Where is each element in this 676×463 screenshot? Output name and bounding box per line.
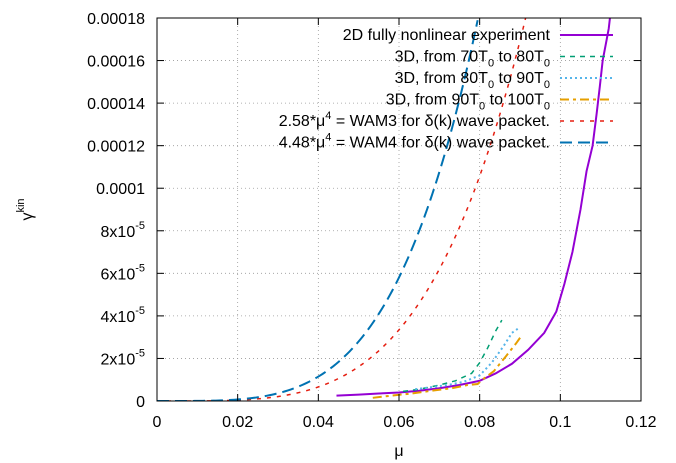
- y-tick-label: 4x10-5: [101, 305, 145, 326]
- legend-text-part: 0: [544, 101, 550, 113]
- legend-text-part: to 100T: [485, 92, 544, 109]
- legend-text-part: 4: [325, 132, 331, 144]
- legend-label: 2.58*μ4 = WAM3 for δ(k) wave packet.: [279, 110, 550, 130]
- x-tick-label: 0.1: [549, 414, 571, 431]
- legend-text-part: 2.58*μ: [279, 113, 326, 130]
- y-tick-label: 0.00012: [87, 139, 145, 156]
- legend-entry-s80: 3D, from 80T0 to 90T0: [395, 70, 613, 91]
- y-tick-label: 2x10-5: [101, 347, 145, 368]
- y-tick-base: 0.00018: [87, 11, 145, 28]
- x-axis-label: μ: [394, 443, 403, 460]
- legend-text-part: 3D, from 80T: [395, 70, 489, 87]
- legend-text-part: 0: [544, 58, 550, 70]
- y-tick-base: 8x10: [101, 224, 136, 241]
- y-axis-label-base: γ: [19, 213, 36, 221]
- legend-text-part: 3D, from 70T: [395, 49, 489, 66]
- legend-label: 4.48*μ4 = WAM4 for δ(k) wave packet.: [279, 132, 550, 152]
- legend-text-part: to 80T: [494, 49, 544, 66]
- x-tick-labels: 0 0.02 0.04 0.06 0.08 0.1 0.12: [153, 414, 657, 431]
- y-tick-base: 0.00016: [87, 54, 145, 71]
- legend-label: 2D fully nonlinear experiment: [343, 27, 551, 44]
- legend-entry-wam3: 2.58*μ4 = WAM3 for δ(k) wave packet.: [279, 110, 613, 130]
- y-tick-label: 8x10-5: [101, 220, 145, 241]
- x-tick-label: 0.12: [625, 414, 656, 431]
- grid-lines: [157, 18, 641, 401]
- legend-text-part: 4: [325, 110, 331, 122]
- y-tick-base: 4x10: [101, 309, 136, 326]
- y-tick-exponent: -5: [135, 262, 145, 274]
- y-tick-label: 6x10-5: [101, 262, 145, 283]
- legend-label: 3D, from 90T0 to 100T0: [386, 92, 550, 113]
- y-tick-label: 0.00016: [87, 54, 145, 71]
- y-tick-label: 0.00018: [87, 11, 145, 28]
- y-tick-base: 0.00012: [87, 139, 145, 156]
- legend-text-part: 2D fully nonlinear experiment: [343, 27, 551, 44]
- x-tick-label: 0.06: [383, 414, 414, 431]
- legend-text-part: to 90T: [494, 70, 544, 87]
- series-line-s2d: [336, 18, 611, 397]
- legend-entry-s90: 3D, from 90T0 to 100T0: [386, 92, 613, 113]
- x-tick-label: 0: [153, 414, 162, 431]
- legend-text-part: 0: [479, 101, 485, 113]
- x-tick-label: 0.02: [222, 414, 253, 431]
- y-tick-exponent: -5: [135, 220, 145, 232]
- legend-label: 3D, from 80T0 to 90T0: [395, 70, 550, 91]
- y-tick-exponent: -5: [135, 305, 145, 317]
- legend: 2D fully nonlinear experiment 3D, from 70…: [279, 27, 613, 152]
- y-tick-exponent: -5: [135, 347, 145, 359]
- legend-entry-s70: 3D, from 70T0 to 80T0: [395, 49, 613, 70]
- legend-text-part: = WAM3 for δ(k) wave packet.: [331, 113, 550, 130]
- legend-text-part: 0: [488, 79, 494, 91]
- y-tick-base: 2x10: [101, 351, 136, 368]
- axis-ticks: [156, 17, 642, 402]
- y-tick-base: 0.00014: [87, 96, 145, 113]
- y-axis-label: γkin: [15, 198, 36, 220]
- legend-text-part: 0: [544, 79, 550, 91]
- legend-label: 3D, from 70T0 to 80T0: [395, 49, 550, 70]
- y-tick-labels: 02x10-54x10-56x10-58x10-50.00010.000120.…: [87, 11, 145, 411]
- legend-text-part: 4.48*μ: [279, 135, 326, 152]
- legend-text-part: = WAM4 for δ(k) wave packet.: [331, 135, 550, 152]
- legend-text-part: 0: [488, 58, 494, 70]
- y-axis-label-sup: kin: [15, 198, 27, 212]
- x-tick-label: 0.04: [303, 414, 334, 431]
- y-tick-label: 0.0001: [96, 181, 145, 198]
- legend-text-part: 3D, from 90T: [386, 92, 480, 109]
- series-line-s90: [372, 334, 523, 399]
- y-tick-label: 0: [136, 394, 145, 411]
- x-tick-label: 0.08: [464, 414, 495, 431]
- y-tick-base: 0: [136, 394, 145, 411]
- y-tick-base: 6x10: [101, 266, 136, 283]
- series-line-wam4: [157, 20, 479, 401]
- y-tick-base: 0.0001: [96, 181, 145, 198]
- legend-entry-s2d: 2D fully nonlinear experiment: [343, 27, 613, 44]
- legend-entry-wam4: 4.48*μ4 = WAM4 for δ(k) wave packet.: [279, 132, 613, 152]
- series-line-s80: [414, 327, 519, 391]
- series-line-s70: [402, 319, 503, 393]
- y-tick-label: 0.00014: [87, 96, 145, 113]
